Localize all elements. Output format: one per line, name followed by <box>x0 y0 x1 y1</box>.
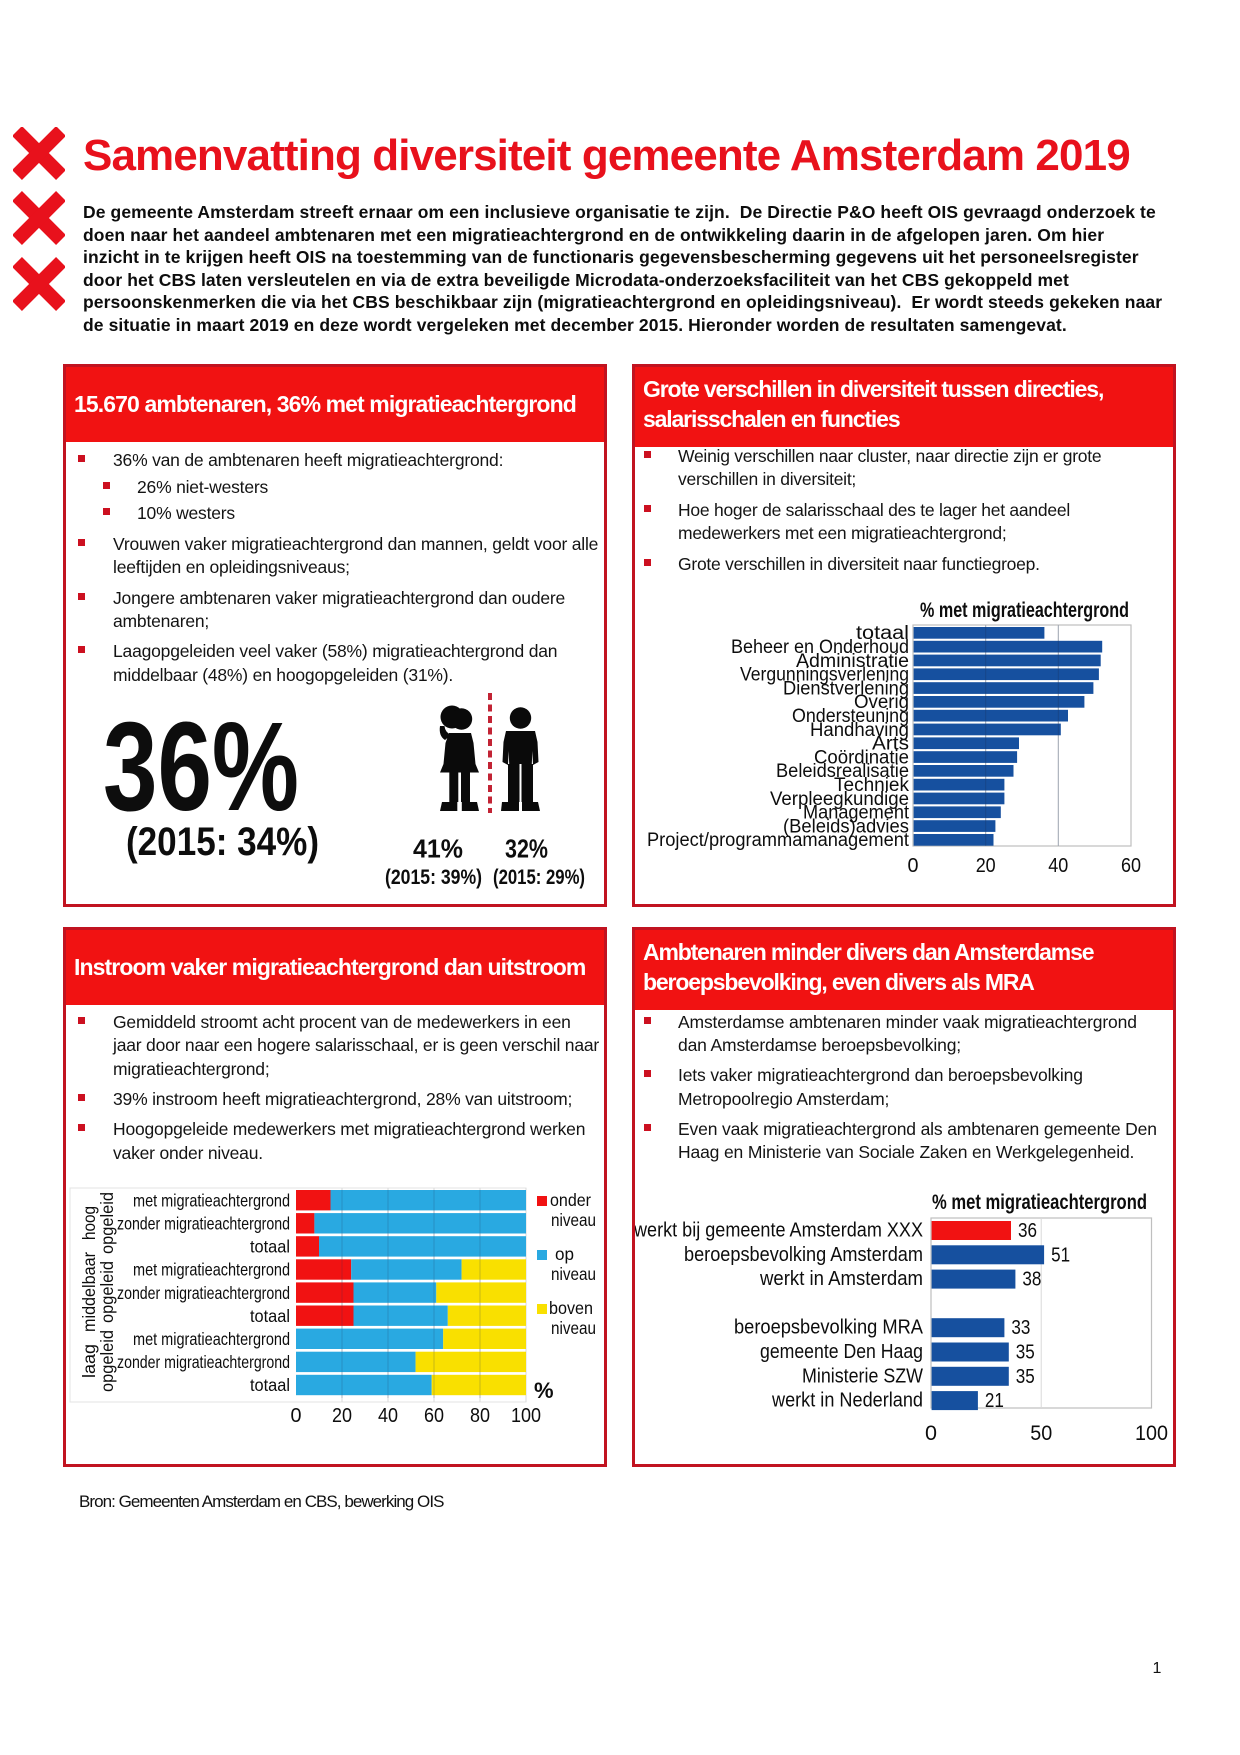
svg-text:laag: laag <box>79 1344 99 1378</box>
svg-text:werkt in Nederland: werkt in Nederland <box>771 1390 923 1412</box>
svg-text:Ondersteuning: Ondersteuning <box>792 706 909 727</box>
svg-text:Dienstverlening: Dienstverlening <box>783 678 909 699</box>
svg-text:zonder migratieachtergrond: zonder migratieachtergrond <box>117 1283 290 1303</box>
svg-text:gemeente Den Haag: gemeente Den Haag <box>760 1341 923 1363</box>
svg-text:Arts: Arts <box>872 734 909 755</box>
svg-text:opgeleid: opgeleid <box>97 1192 117 1254</box>
svg-text:opgeleid: opgeleid <box>97 1261 117 1323</box>
svg-text:onder: onder <box>550 1190 591 1210</box>
svg-text:boven: boven <box>549 1298 593 1318</box>
svg-text:met migratieachtergrond: met migratieachtergrond <box>133 1190 290 1210</box>
svg-text:Administratie: Administratie <box>796 651 909 672</box>
svg-text:(Beleids)advies: (Beleids)advies <box>783 816 909 837</box>
svg-text:zonder migratieachtergrond: zonder migratieachtergrond <box>117 1352 290 1372</box>
svg-text:middelbaar: middelbaar <box>79 1252 99 1332</box>
svg-text:met migratieachtergrond: met migratieachtergrond <box>133 1329 290 1349</box>
svg-text:niveau: niveau <box>551 1264 596 1284</box>
svg-text:Overig: Overig <box>854 692 909 713</box>
svg-text:zonder migratieachtergrond: zonder migratieachtergrond <box>117 1214 290 1234</box>
svg-text:32%: 32% <box>505 834 548 864</box>
svg-text:hoog: hoog <box>79 1206 99 1240</box>
svg-text:% met migratieachtergrond: % met migratieachtergrond <box>920 599 1129 622</box>
svg-text:niveau: niveau <box>551 1318 596 1338</box>
svg-text:met migratieachtergrond: met migratieachtergrond <box>133 1260 290 1280</box>
svg-text:Project/programmamanagement: Project/programmamanagement <box>647 830 910 851</box>
svg-text:33: 33 <box>1011 1317 1030 1339</box>
svg-text:Beheer en Onderhoud: Beheer en Onderhoud <box>731 637 909 658</box>
svg-text:beroepsbevolking Amsterdam: beroepsbevolking Amsterdam <box>684 1244 923 1266</box>
svg-text:Ministerie SZW: Ministerie SZW <box>802 1365 923 1387</box>
svg-text:20: 20 <box>332 1405 352 1427</box>
svg-text:totaal: totaal <box>250 1375 290 1395</box>
svg-text:Handhaving: Handhaving <box>810 720 909 741</box>
svg-text:Techniek: Techniek <box>834 775 909 796</box>
svg-text:41%: 41% <box>413 834 463 864</box>
svg-text:Vergunningsverlening: Vergunningsverlening <box>740 665 909 686</box>
svg-text:36%: 36% <box>103 696 299 837</box>
svg-text:0: 0 <box>925 1422 937 1445</box>
svg-text:% met migratieachtergrond: % met migratieachtergrond <box>932 1191 1147 1214</box>
svg-text:50: 50 <box>1030 1422 1052 1445</box>
svg-text:%: % <box>534 1378 554 1403</box>
svg-text:niveau: niveau <box>551 1210 596 1230</box>
svg-text:35: 35 <box>1016 1342 1035 1364</box>
svg-text:21: 21 <box>985 1390 1004 1412</box>
svg-text:totaal: totaal <box>250 1306 290 1326</box>
svg-text:Beleidsrealisatie: Beleidsrealisatie <box>776 761 909 782</box>
svg-text:0: 0 <box>291 1405 302 1427</box>
svg-text:beroepsbevolking MRA: beroepsbevolking MRA <box>734 1317 924 1339</box>
svg-text:Coördinatie: Coördinatie <box>814 747 909 768</box>
svg-text:20: 20 <box>976 855 996 877</box>
svg-text:35: 35 <box>1016 1366 1035 1388</box>
svg-text:werkt in Amsterdam: werkt in Amsterdam <box>759 1268 923 1290</box>
svg-text:totaal: totaal <box>250 1237 290 1257</box>
svg-text:100: 100 <box>511 1405 541 1427</box>
svg-text:totaal: totaal <box>856 623 909 644</box>
svg-text:(2015: 39%): (2015: 39%) <box>385 866 482 889</box>
svg-text:(2015: 29%): (2015: 29%) <box>493 866 585 889</box>
svg-text:werkt bij gemeente Amsterdam X: werkt bij gemeente Amsterdam XXX <box>635 1220 923 1242</box>
svg-text:36: 36 <box>1018 1220 1037 1242</box>
svg-text:40: 40 <box>1048 855 1068 877</box>
svg-text:80: 80 <box>470 1405 490 1427</box>
svg-text:Management: Management <box>803 803 910 824</box>
svg-text:40: 40 <box>378 1405 398 1427</box>
svg-text:51: 51 <box>1051 1244 1070 1266</box>
svg-text:100: 100 <box>1135 1422 1168 1445</box>
svg-text:38: 38 <box>1022 1269 1041 1291</box>
svg-text:Verpleegkundige: Verpleegkundige <box>770 789 909 810</box>
svg-text:(2015: 34%): (2015: 34%) <box>126 820 319 864</box>
svg-text:60: 60 <box>1121 855 1141 877</box>
svg-text:60: 60 <box>424 1405 444 1427</box>
svg-text:0: 0 <box>908 855 919 877</box>
svg-text:op: op <box>555 1244 574 1264</box>
svg-text:opgeleid: opgeleid <box>97 1330 117 1392</box>
